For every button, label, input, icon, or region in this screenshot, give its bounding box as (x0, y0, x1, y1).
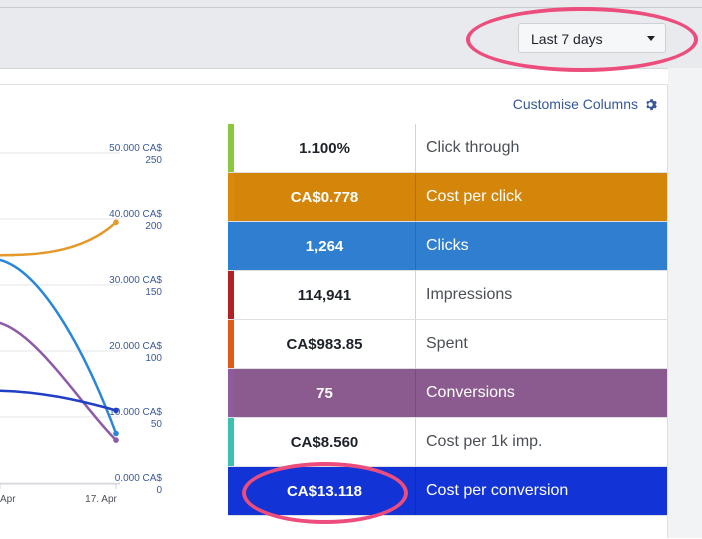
series-point (113, 407, 119, 414)
metric-label: Click through (426, 139, 520, 156)
metric-value: CA$13.118 (234, 467, 416, 515)
metric-value: 1.100% (234, 124, 416, 172)
metric-row[interactable]: 75 Conversions (228, 369, 667, 418)
axis-tick-currency: 0.000 CA$ (115, 473, 163, 484)
divider (0, 7, 702, 8)
metric-value: CA$0.778 (234, 173, 416, 221)
metric-label: Cost per click (426, 188, 523, 205)
metric-row[interactable]: CA$0.778 Cost per click (228, 173, 667, 222)
metric-value: CA$983.85 (234, 320, 416, 368)
x-tick-label: Apr (0, 494, 16, 505)
metric-row[interactable]: 1,264 Clicks (228, 222, 667, 271)
metric-color-marker (228, 271, 234, 319)
caret-down-icon (647, 36, 655, 41)
axis-tick-count: 150 (145, 287, 162, 298)
metrics-table: 1.100% Click through CA$0.778 Cost per clic… (228, 124, 667, 516)
gear-icon (646, 98, 657, 110)
series-line (0, 321, 117, 441)
metric-value: 1,264 (234, 222, 416, 270)
metric-color-marker (228, 418, 234, 466)
metric-label: Clicks (426, 237, 469, 254)
line-chart: 50.000 CA$250 40.000 CA$200 30.000 CA$150 2… (0, 143, 163, 505)
axis-tick-count: 0 (156, 485, 162, 496)
customise-columns-button[interactable]: Customise Columns (513, 96, 657, 112)
x-tick-label: 17. Apr (85, 494, 117, 505)
series-point (113, 219, 119, 226)
series-point (113, 437, 119, 443)
axis-tick-currency: 40.000 CA$ (109, 209, 162, 220)
series-line (0, 221, 117, 257)
metric-label: Spent (426, 335, 468, 352)
metric-color-marker (228, 369, 234, 417)
axis-tick-count: 100 (145, 353, 162, 364)
series-line (0, 389, 117, 412)
metric-value: 114,941 (234, 271, 416, 319)
insights-panel: Customise Columns 50.000 CA$ 250 40.000 CA… (0, 84, 668, 538)
metric-color-marker (228, 124, 234, 172)
axis-tick-currency: 10.000 CA$ (109, 407, 162, 418)
metric-label: Impressions (426, 286, 513, 303)
metric-row[interactable]: CA$13.118 Cost per conversion (228, 467, 667, 516)
axis-tick-count: 200 (145, 221, 162, 232)
metric-value: CA$8.560 (234, 418, 416, 466)
metric-color-marker (228, 222, 234, 270)
metric-row[interactable]: 114,941 Impressions (228, 271, 667, 320)
axis-tick-currency: 30.000 CA$ (109, 275, 162, 286)
series-point (113, 430, 119, 437)
axis-tick-count: 250 (145, 155, 162, 166)
date-range-dropdown[interactable]: Last 7 days (518, 23, 666, 53)
metric-color-marker (228, 320, 234, 368)
axis-tick-count: 50 (151, 419, 163, 430)
customise-columns-label: Customise Columns (512, 96, 638, 112)
metric-label: Cost per conversion (426, 482, 569, 499)
axis-tick-currency: 20.000 CA$ (109, 341, 162, 352)
axis-tick-currency: 50.000 CA$ (109, 143, 162, 154)
metric-row[interactable]: CA$8.560 Cost per 1k imp. (228, 418, 667, 467)
series-line (0, 258, 118, 434)
metric-label: Cost per 1k imp. (426, 433, 543, 450)
metric-color-marker (228, 467, 234, 515)
date-range-label: Last 7 days (531, 31, 603, 47)
metric-value: 75 (234, 369, 416, 417)
metric-color-marker (228, 173, 234, 221)
page-gutter (668, 68, 702, 538)
metric-label: Conversions (426, 384, 515, 401)
top-bar: Last 7 days (0, 0, 702, 69)
metric-row[interactable]: 1.100% Click through (228, 124, 667, 173)
metric-row[interactable]: CA$983.85 Spent (228, 320, 667, 369)
